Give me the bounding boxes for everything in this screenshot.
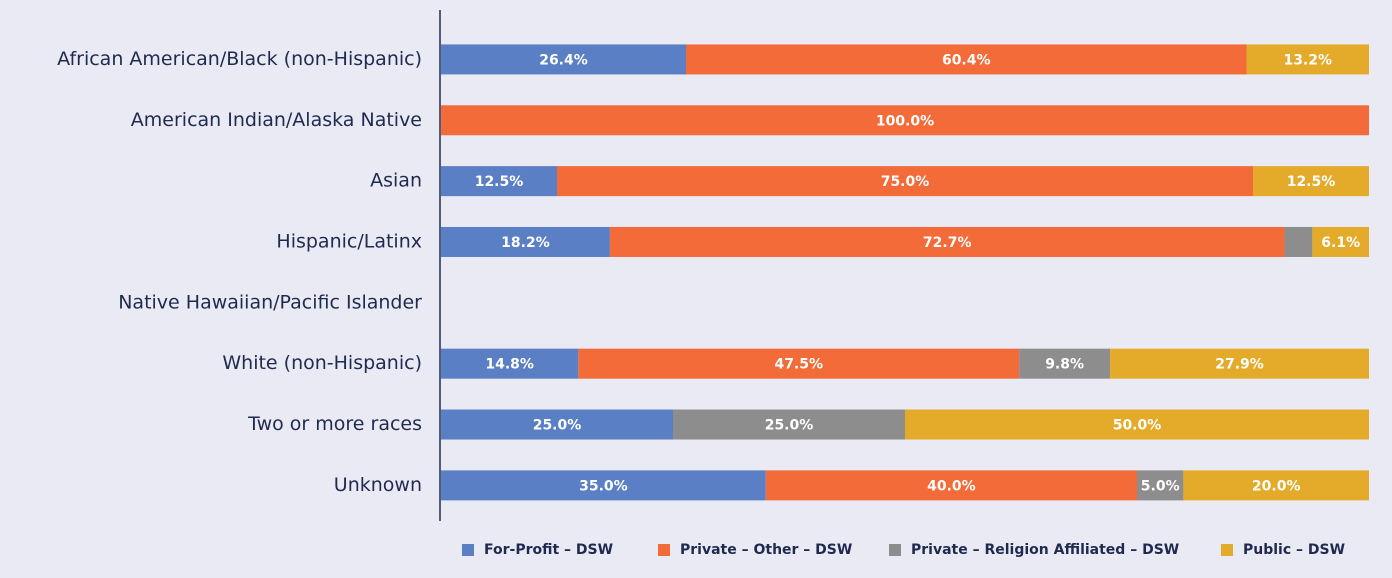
value-label: 20.0% <box>1252 478 1301 494</box>
legend-swatch <box>658 544 670 556</box>
bar-segment <box>609 226 1285 257</box>
value-label: 25.0% <box>533 418 582 434</box>
bar-segment <box>441 470 766 501</box>
value-label: 60.4% <box>942 52 991 68</box>
category-label: Hispanic/Latinx <box>276 230 422 252</box>
value-label: 47.5% <box>774 357 823 373</box>
category-label: White (non-Hispanic) <box>222 352 422 374</box>
bar-segment <box>1312 226 1369 257</box>
value-label: 13.2% <box>1283 52 1332 68</box>
bar-segment <box>1246 44 1369 75</box>
bar-segment <box>441 226 610 257</box>
bar-segment <box>441 44 686 75</box>
value-label: 35.0% <box>579 478 628 494</box>
category-label: American Indian/Alaska Native <box>131 109 422 131</box>
legend-label: For-Profit – DSW <box>484 542 613 558</box>
value-label: 100.0% <box>876 113 934 129</box>
legend-swatch <box>889 544 901 556</box>
bar-segment <box>685 44 1247 75</box>
bar-segment <box>1183 470 1369 501</box>
value-label: 5.0% <box>1141 478 1180 494</box>
category-label: Two or more races <box>247 413 422 435</box>
bar-segment <box>578 348 1020 379</box>
bar-segment <box>905 409 1369 440</box>
bar-segment <box>1137 470 1184 501</box>
bar-segment <box>557 166 1253 197</box>
bar-segment <box>1110 348 1369 379</box>
value-label: 6.1% <box>1321 235 1360 251</box>
legend-swatch <box>462 544 474 556</box>
value-label: 26.4% <box>539 52 588 68</box>
bar-segment <box>441 105 1369 136</box>
legend-swatch <box>1221 544 1233 556</box>
value-label: 9.8% <box>1045 357 1084 373</box>
legend-label: Private – Religion Affiliated – DSW <box>911 542 1179 558</box>
bar-segment <box>441 166 557 197</box>
category-label: Asian <box>370 170 422 192</box>
bar-segment <box>1019 348 1111 379</box>
category-label: Unknown <box>334 474 422 496</box>
bar-segment <box>441 348 579 379</box>
legend-label: Private – Other – DSW <box>680 542 852 558</box>
bar-segment <box>441 409 673 440</box>
value-label: 12.5% <box>1287 174 1336 190</box>
bar-segment <box>765 470 1137 501</box>
value-label: 12.5% <box>475 174 524 190</box>
bar-segment <box>673 409 905 440</box>
bar-segment <box>1284 226 1313 257</box>
value-label: 72.7% <box>923 235 972 251</box>
category-label: Native Hawaiian/Pacific Islander <box>118 291 422 313</box>
category-label: African American/Black (non-Hispanic) <box>57 48 422 70</box>
value-label: 50.0% <box>1113 418 1162 434</box>
value-label: 25.0% <box>765 418 814 434</box>
value-label: 14.8% <box>485 357 534 373</box>
bar-segment <box>1253 166 1369 197</box>
value-label: 75.0% <box>881 174 930 190</box>
legend-label: Public – DSW <box>1243 542 1345 558</box>
value-label: 40.0% <box>927 478 976 494</box>
value-label: 27.9% <box>1215 357 1264 373</box>
value-label: 18.2% <box>501 235 550 251</box>
